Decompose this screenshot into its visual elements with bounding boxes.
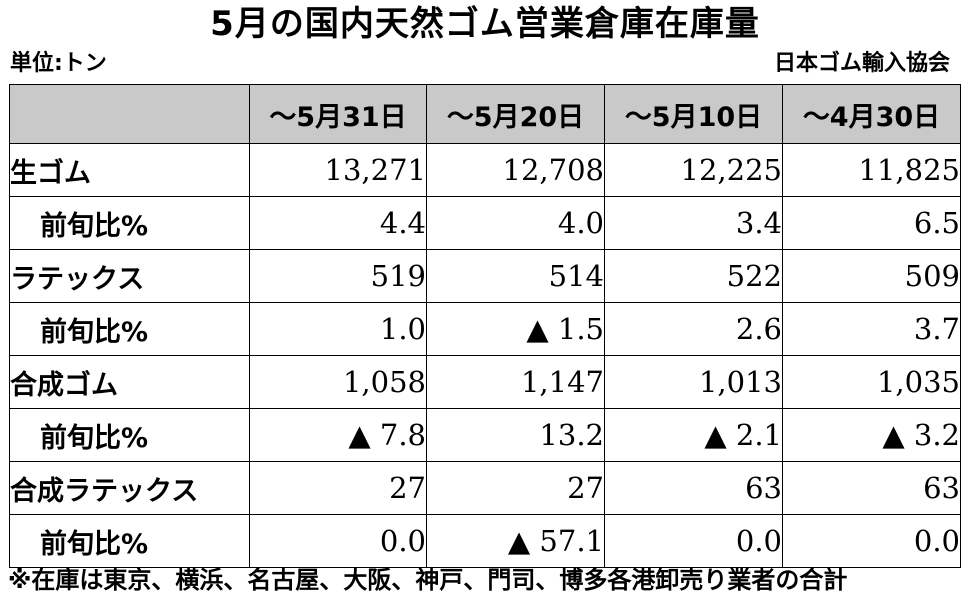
cell-value: 63 [782,461,961,515]
cell-value: 63 [604,461,783,515]
cell-value: 1,013 [604,355,783,409]
cell-value: 3.7 [782,302,961,356]
cell-value: 11,825 [782,143,961,197]
row-label: 合成ゴム [9,355,250,409]
source-label: 日本ゴム輸入協会 [773,51,950,76]
header-apr-30: ～4月30日 [782,84,961,144]
row-label: 合成ラテックス [9,461,250,515]
cell-value: 0.0 [782,514,961,568]
cell-value: 4.0 [426,196,605,250]
cell-value: 522 [604,249,783,303]
cell-value: 3.4 [604,196,783,250]
table-row: 生ゴム 13,271 12,708 12,225 11,825 [9,143,961,197]
cell-value: 0.0 [604,514,783,568]
row-label: 生ゴム [9,143,250,197]
cell-value: ▲ 2.1 [604,408,783,462]
cell-value: 1,147 [426,355,605,409]
table-row: 前旬比% 1.0 ▲ 1.5 2.6 3.7 [9,302,961,356]
header-row: ～5月31日 ～5月20日 ～5月10日 ～4月30日 [9,84,961,144]
cell-value: 4.4 [249,196,427,250]
unit-label: 単位:トン [10,51,107,76]
cell-value: 27 [249,461,427,515]
table-row: 合成ラテックス 27 27 63 63 [9,461,961,515]
inventory-table: ～5月31日 ～5月20日 ～5月10日 ～4月30日 生ゴム 13,271 1… [9,84,961,568]
table-row: 前旬比% 4.4 4.0 3.4 6.5 [9,196,961,250]
cell-value: 1,035 [782,355,961,409]
table-row: ラテックス 519 514 522 509 [9,249,961,303]
footnote: ※在庫は東京、横浜、名古屋、大阪、神戸、門司、博多各港卸売り業者の合計 [8,566,848,594]
cell-value: ▲ 57.1 [426,514,605,568]
header-corner-cell [9,84,250,144]
row-label: 前旬比% [9,196,250,250]
cell-value: 519 [249,249,427,303]
table-row: 前旬比% ▲ 7.8 13.2 ▲ 2.1 ▲ 3.2 [9,408,961,462]
table-row: 合成ゴム 1,058 1,147 1,013 1,035 [9,355,961,409]
cell-value: 509 [782,249,961,303]
cell-value: 12,708 [426,143,605,197]
cell-value: ▲ 7.8 [249,408,427,462]
cell-value: 0.0 [249,514,427,568]
header-may-20: ～5月20日 [426,84,605,144]
page-title: 5月の国内天然ゴム営業倉庫在庫量 [210,4,760,44]
cell-value: 2.6 [604,302,783,356]
cell-value: ▲ 3.2 [782,408,961,462]
row-label: 前旬比% [9,514,250,568]
row-label: ラテックス [9,249,250,303]
cell-value: ▲ 1.5 [426,302,605,356]
cell-value: 514 [426,249,605,303]
cell-value: 27 [426,461,605,515]
cell-value: 6.5 [782,196,961,250]
cell-value: 1,058 [249,355,427,409]
header-may-31: ～5月31日 [249,84,427,144]
cell-value: 12,225 [604,143,783,197]
row-label: 前旬比% [9,408,250,462]
header-may-10: ～5月10日 [604,84,783,144]
cell-value: 13,271 [249,143,427,197]
cell-value: 13.2 [426,408,605,462]
table-row: 前旬比% 0.0 ▲ 57.1 0.0 0.0 [9,514,961,568]
cell-value: 1.0 [249,302,427,356]
row-label: 前旬比% [9,302,250,356]
